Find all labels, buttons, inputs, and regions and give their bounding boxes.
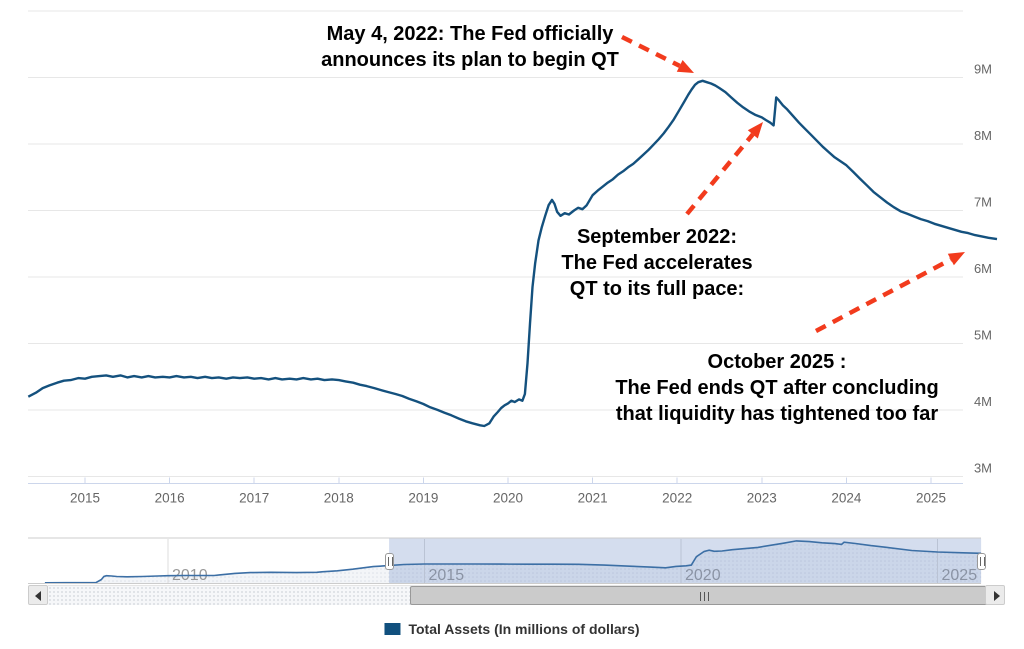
x-axis-label: 2023: [747, 491, 777, 506]
chart-canvas: 9M 8M 7M 6M 5M 4M 3M 2015 2016 2017 2018 2019 2020 20…: [27, 10, 998, 584]
annotation-arrow: [814, 257, 952, 333]
x-axis-label: 2018: [324, 491, 354, 506]
annotation-line: QT to its full pace:: [569, 278, 745, 300]
y-axis-label: 6M: [974, 261, 992, 276]
annotation-october-2025: October 2025 : The Fed ends QT after con…: [615, 349, 938, 427]
handle-grip-icon: [387, 557, 393, 566]
annotation-line: The Fed ends QT after concluding: [615, 377, 939, 399]
annotation-arrowhead-icon: [947, 252, 965, 266]
annotation-arrow: [685, 132, 755, 216]
x-axis-label: 2021: [578, 491, 608, 506]
total-assets-series-line[interactable]: [27, 79, 998, 428]
y-axis-label: 5M: [974, 328, 992, 343]
arrow-right-icon: [994, 591, 1000, 601]
legend-swatch-icon: [384, 623, 401, 635]
annotation-may-2022: May 4, 2022: The Fed officially announce…: [321, 21, 619, 73]
x-axis-label: 2015: [70, 491, 100, 506]
navigator-left-handle[interactable]: [384, 553, 394, 570]
y-axis-label: 7M: [974, 195, 992, 210]
x-axis-label: 2020: [493, 491, 523, 506]
legend-item-total-assets[interactable]: Total Assets (In millions of dollars): [384, 621, 640, 637]
annotation-line: October 2025 :: [707, 351, 847, 373]
scrollbar-left-button[interactable]: [28, 585, 48, 605]
navigator-series-line: [44, 540, 982, 584]
legend-label: Total Assets (In millions of dollars): [408, 621, 640, 637]
annotation-line: September 2022:: [576, 226, 738, 248]
annotation-arrow: [620, 34, 681, 68]
navigator-selected-mask[interactable]: [389, 538, 982, 584]
y-axis-label: 3M: [974, 461, 992, 476]
x-axis-label: 2025: [916, 491, 946, 506]
annotation-arrowhead-icon: [747, 122, 763, 139]
x-axis-label: 2019: [408, 491, 438, 506]
scrollbar-track[interactable]: [48, 585, 997, 605]
navigator-axis-label: 2020: [685, 567, 721, 584]
annotation-september-2022: September 2022: The Fed accelerates QT t…: [561, 224, 752, 302]
scrollbar-thumb[interactable]: [410, 586, 997, 605]
annotation-arrowhead-icon: [676, 60, 694, 73]
handle-grip-icon: [979, 557, 985, 566]
x-axis-label: 2024: [831, 491, 862, 506]
scrollbar: [28, 585, 1005, 605]
navigator-right-handle[interactable]: [976, 553, 986, 570]
thumb-grip-icon: [699, 592, 709, 601]
annotation-line: announces its plan to begin QT: [321, 49, 619, 71]
x-axis-label: 2016: [155, 491, 185, 506]
y-axis-label: 8M: [974, 128, 992, 143]
arrow-left-icon: [35, 591, 41, 601]
annotation-line: The Fed accelerates: [561, 252, 753, 274]
annotation-line: that liquidity has tightened too far: [615, 403, 939, 425]
y-axis-label: 9M: [974, 62, 992, 77]
navigator-axis-label: 2015: [429, 567, 465, 584]
scrollbar-right-button[interactable]: [985, 585, 1005, 605]
x-axis-label: 2022: [662, 491, 692, 506]
y-axis-label: 4M: [974, 394, 992, 409]
x-axis-label: 2017: [239, 491, 269, 506]
navigator-axis-label: 2025: [942, 567, 978, 584]
annotation-line: May 4, 2022: The Fed officially: [326, 23, 614, 45]
